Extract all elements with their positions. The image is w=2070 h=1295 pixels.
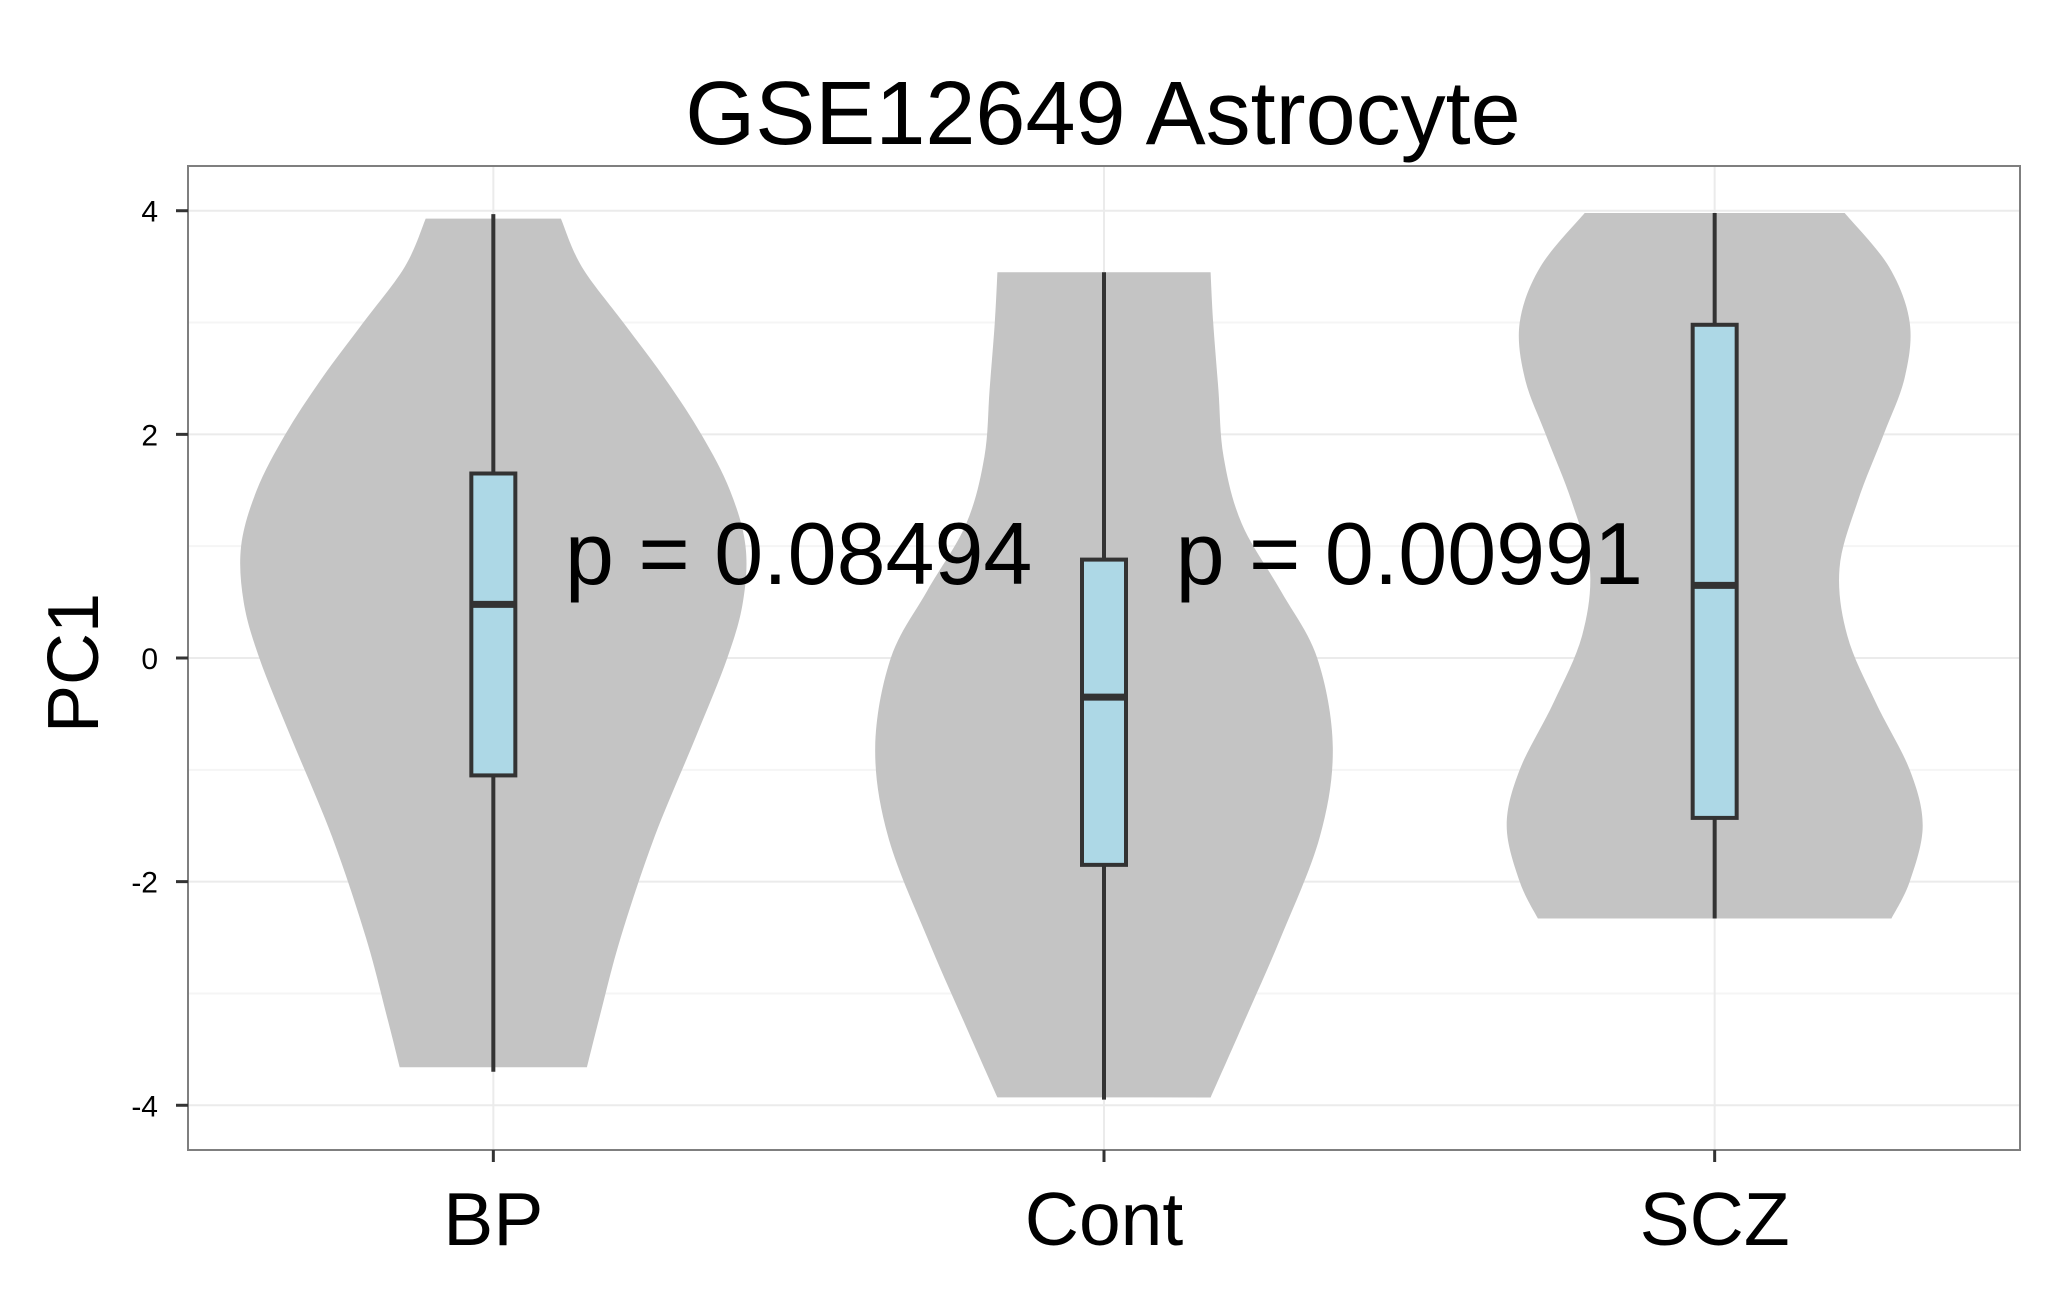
y-tick-label: -4 [131, 1090, 158, 1123]
x-tick-label-bp: BP [443, 1177, 543, 1261]
p-value-annotation: p = 0.00991 [1176, 504, 1643, 603]
x-axis: BP Cont SCZ [443, 1150, 1790, 1261]
box-iqr [1080, 557, 1128, 867]
box-iqr [1690, 322, 1739, 820]
p-value-annotation: p = 0.08494 [565, 504, 1032, 603]
y-tick-label: 4 [141, 196, 158, 229]
plot-panel: p = 0.08494 p = 0.00991 [187, 165, 2021, 1151]
boxplot-bp [469, 214, 518, 1072]
y-tick-label: -2 [131, 867, 158, 900]
chart-title: GSE12649 Astrocyte [685, 64, 1521, 164]
x-tick-label-cont: Cont [1025, 1177, 1184, 1261]
y-axis: -4 -2 0 2 4 [131, 196, 188, 1123]
boxplot-cont [1080, 272, 1128, 1100]
x-tick-label-scz: SCZ [1640, 1177, 1790, 1261]
y-axis-label: PC1 [34, 593, 114, 733]
y-tick-label: 2 [141, 419, 158, 452]
boxplots [469, 212, 1739, 1100]
box-iqr [469, 471, 518, 778]
p-value-annotations: p = 0.08494 p = 0.00991 [565, 504, 1643, 603]
y-tick-label: 0 [141, 643, 158, 676]
boxplot-scz [1690, 212, 1739, 919]
